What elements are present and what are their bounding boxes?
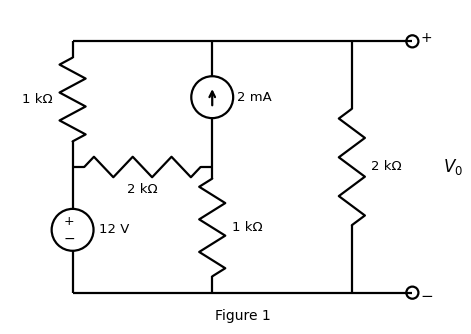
Text: −: −	[421, 289, 433, 304]
Text: −: −	[63, 232, 75, 246]
Text: 2 mA: 2 mA	[237, 91, 272, 104]
Text: 2 kΩ: 2 kΩ	[372, 161, 402, 173]
Text: +: +	[421, 31, 432, 45]
Text: 2 kΩ: 2 kΩ	[127, 183, 158, 196]
Text: 1 kΩ: 1 kΩ	[232, 221, 262, 234]
Text: 12 V: 12 V	[99, 223, 130, 236]
Text: +: +	[64, 215, 74, 228]
Text: 1 kΩ: 1 kΩ	[23, 93, 53, 106]
Text: Figure 1: Figure 1	[215, 309, 270, 323]
Text: $V_0$: $V_0$	[443, 157, 463, 177]
